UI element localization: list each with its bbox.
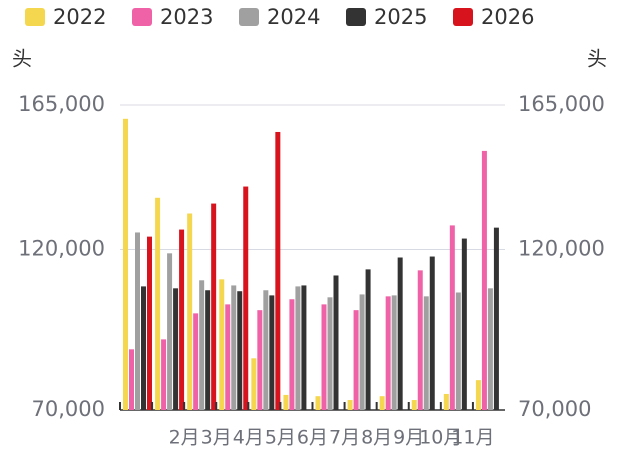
x-tick-label: 4月 — [233, 427, 264, 449]
bar — [289, 299, 295, 410]
legend-swatch — [25, 8, 45, 26]
bar — [385, 296, 391, 410]
bar — [193, 313, 199, 410]
bar — [135, 232, 140, 410]
bar — [449, 225, 455, 410]
bar — [461, 238, 467, 410]
y2-tick-label: 70,000 — [518, 397, 591, 421]
bar — [179, 229, 185, 410]
bar — [141, 286, 146, 410]
bar — [359, 294, 365, 410]
bar — [173, 288, 179, 410]
bar — [275, 131, 281, 410]
bar — [237, 291, 243, 410]
bar — [263, 290, 269, 410]
x-tick-label: 3月 — [201, 427, 232, 449]
legend-label: 2026 — [481, 5, 534, 29]
y2-tick-label: 165,000 — [518, 92, 605, 116]
bar — [391, 295, 397, 410]
bar — [219, 279, 225, 410]
bar — [443, 393, 449, 410]
bar — [199, 280, 205, 410]
y-tick-label: 165,000 — [18, 92, 105, 116]
bar — [379, 396, 385, 410]
bar — [487, 288, 493, 410]
bar — [147, 236, 152, 410]
bar — [493, 227, 499, 410]
bar — [347, 400, 353, 410]
x-tick-label: 8月 — [361, 427, 392, 449]
bar — [129, 349, 134, 410]
x-tick-label: 7月 — [329, 427, 360, 449]
legend-swatch — [453, 8, 473, 26]
bar — [225, 304, 231, 410]
x-tick-label: 9月 — [393, 427, 424, 449]
bar — [321, 304, 327, 410]
bar — [167, 253, 173, 410]
bar — [205, 290, 211, 410]
bar — [251, 358, 257, 410]
bar — [411, 400, 417, 410]
bar — [301, 285, 307, 410]
legend-swatch — [346, 8, 366, 26]
bar — [365, 269, 371, 410]
x-tick-label: 11月 — [451, 427, 494, 449]
bar — [211, 203, 217, 410]
y2-axis-label: 头 — [587, 47, 607, 71]
legend-swatch — [239, 8, 259, 26]
bar — [455, 292, 461, 410]
bar — [429, 256, 435, 410]
legend-label: 2022 — [53, 5, 106, 29]
bar — [161, 339, 167, 410]
bar — [283, 394, 289, 410]
y-tick-label: 70,000 — [32, 397, 105, 421]
bar — [123, 118, 128, 410]
bar — [231, 285, 237, 410]
bar — [481, 150, 487, 410]
x-tick-label: 2月 — [169, 427, 200, 449]
x-tick-label: 6月 — [297, 427, 328, 449]
bar — [269, 295, 275, 410]
bar — [187, 213, 193, 410]
bar — [397, 257, 403, 410]
bar — [243, 186, 249, 410]
bar — [353, 310, 359, 410]
bar — [315, 396, 321, 410]
y-axis-label: 头 — [12, 47, 32, 71]
y-tick-label: 120,000 — [18, 236, 105, 260]
x-tick-label: 10月 — [419, 427, 462, 449]
y2-tick-label: 120,000 — [518, 236, 605, 260]
legend-label: 2024 — [267, 5, 320, 29]
bar — [475, 380, 481, 410]
bar — [423, 296, 429, 410]
x-tick-label: 5月 — [265, 427, 296, 449]
bar — [295, 286, 301, 410]
legend-label: 2025 — [374, 5, 427, 29]
legend-swatch — [132, 8, 152, 26]
bar — [257, 310, 263, 410]
bar — [417, 270, 423, 410]
bar — [155, 197, 161, 410]
bar — [327, 297, 333, 410]
bar — [333, 275, 339, 410]
legend-label: 2023 — [160, 5, 213, 29]
